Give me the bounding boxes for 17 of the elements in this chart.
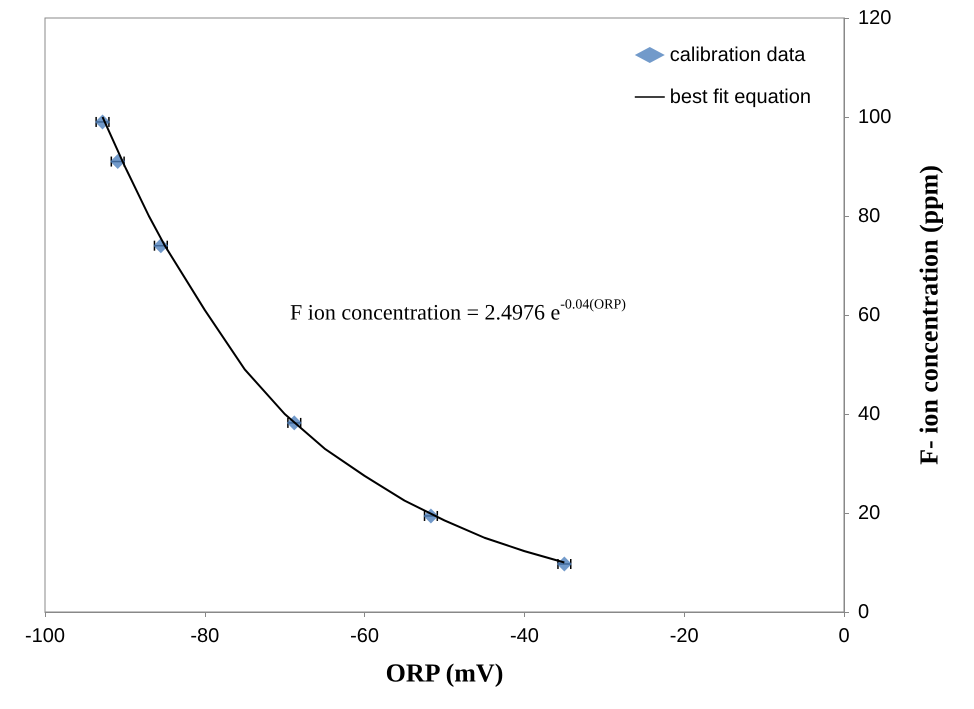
- x-tick-label: -20: [670, 625, 699, 647]
- legend-label: best fit equation: [670, 86, 812, 108]
- x-tick-label: -100: [24, 625, 66, 647]
- y-tick-label: 40: [858, 403, 880, 425]
- y-tick-label: 120: [858, 7, 892, 29]
- x-tick-label: 0: [838, 625, 850, 647]
- x-axis-title: ORP (mV): [386, 658, 504, 688]
- x-tick-label: -60: [350, 625, 380, 647]
- y-tick-label: 20: [858, 502, 880, 524]
- y-tick-label: 60: [858, 304, 880, 326]
- x-tick-label: -40: [510, 625, 539, 647]
- y-axis-title: F- ion concentration (ppm): [914, 165, 944, 465]
- legend-label: calibration data: [670, 44, 806, 66]
- y-tick-label: 100: [858, 106, 892, 128]
- x-tick-label: -80: [190, 625, 220, 647]
- y-tick-label: 80: [858, 205, 880, 227]
- y-tick-label: 0: [858, 601, 870, 623]
